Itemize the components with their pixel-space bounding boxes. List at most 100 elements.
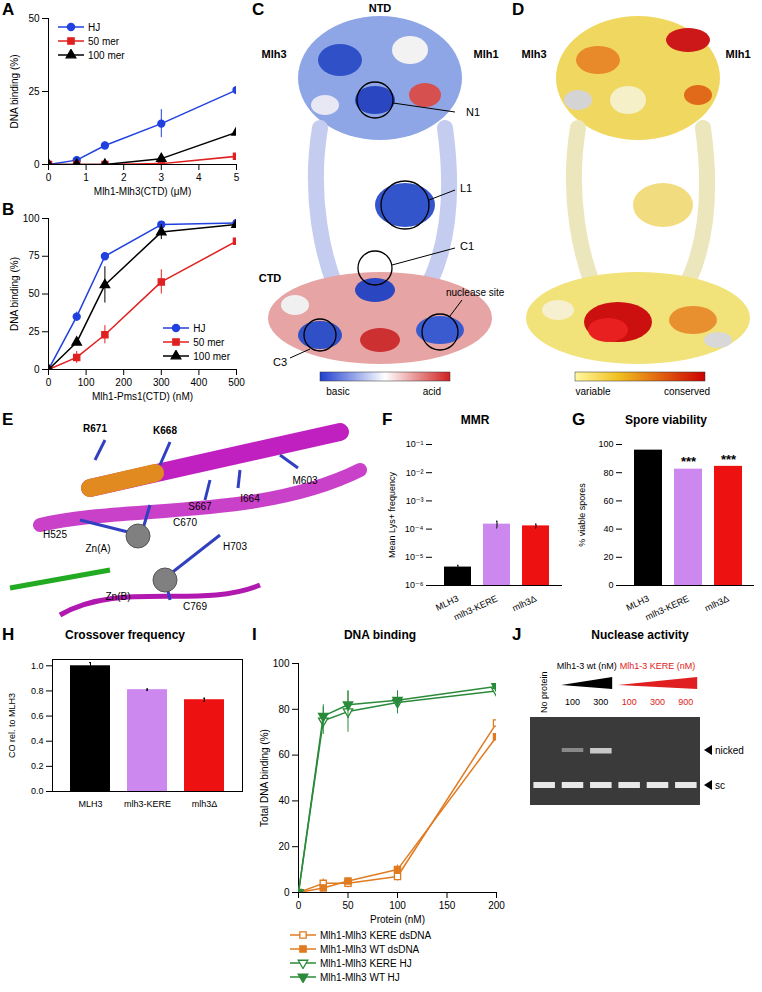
- svg-text:10⁻¹: 10⁻¹: [406, 439, 424, 449]
- svg-text:25: 25: [28, 86, 40, 97]
- svg-text:0.4: 0.4: [31, 736, 44, 746]
- svg-text:100: 100: [23, 213, 40, 224]
- svg-text:100: 100: [78, 377, 95, 388]
- svg-text:200: 200: [488, 900, 505, 911]
- svg-text:900: 900: [678, 697, 693, 707]
- svg-text:0: 0: [46, 172, 52, 183]
- svg-text:Zn(A): Zn(A): [86, 543, 111, 554]
- svg-text:20: 20: [603, 552, 613, 562]
- svg-text:4: 4: [196, 172, 202, 183]
- svg-text:Mlh3: Mlh3: [261, 48, 286, 60]
- svg-text:50: 50: [342, 900, 354, 911]
- svg-text:C3: C3: [273, 356, 287, 368]
- svg-text:80: 80: [278, 704, 290, 715]
- svg-text:100: 100: [389, 900, 406, 911]
- svg-text:100: 100: [565, 697, 580, 707]
- svg-text:DNA binding (%): DNA binding (%): [9, 257, 20, 331]
- svg-text:500: 500: [228, 377, 245, 388]
- svg-text:CTD: CTD: [259, 272, 282, 284]
- svg-text:mlh3Δ: mlh3Δ: [192, 799, 218, 809]
- svg-text:0.6: 0.6: [31, 711, 44, 721]
- svg-text:1: 1: [83, 172, 89, 183]
- svg-text:Mlh1-Pms1(CTD) (nM): Mlh1-Pms1(CTD) (nM): [92, 391, 193, 402]
- svg-text:M603: M603: [292, 475, 317, 486]
- svg-text:75: 75: [28, 250, 40, 261]
- svg-text:conserved: conserved: [664, 386, 710, 397]
- svg-text:mlh3-KERE: mlh3-KERE: [644, 593, 691, 622]
- svg-text:mlh3Δ: mlh3Δ: [511, 593, 538, 613]
- svg-text:mlh3-KERE: mlh3-KERE: [124, 799, 171, 809]
- svg-text:Mean Lys+ frequency: Mean Lys+ frequency: [387, 472, 397, 558]
- svg-text:I664: I664: [240, 493, 260, 504]
- svg-text:10⁻⁶: 10⁻⁶: [405, 580, 424, 590]
- svg-text:Protein (nM): Protein (nM): [370, 914, 425, 925]
- svg-text:50: 50: [28, 13, 40, 24]
- svg-text:Mlh3: Mlh3: [521, 48, 546, 60]
- svg-text:10⁻³: 10⁻³: [406, 496, 424, 506]
- svg-text:MLH3: MLH3: [78, 799, 102, 809]
- svg-text:0.0: 0.0: [31, 786, 44, 796]
- svg-text:Nuclease activity: Nuclease activity: [591, 628, 689, 642]
- svg-text:L1: L1: [460, 182, 472, 194]
- svg-text:MLH3: MLH3: [434, 593, 460, 612]
- svg-text:25: 25: [28, 326, 40, 337]
- svg-text:NTD: NTD: [369, 2, 392, 14]
- svg-text:0: 0: [46, 377, 52, 388]
- svg-text:0: 0: [284, 887, 290, 898]
- svg-text:0.8: 0.8: [31, 686, 44, 696]
- svg-text:nicked: nicked: [715, 745, 744, 756]
- svg-text:300: 300: [153, 377, 170, 388]
- svg-text:% viable spores: % viable spores: [577, 483, 587, 547]
- svg-text:0: 0: [296, 900, 302, 911]
- svg-text:40: 40: [278, 795, 290, 806]
- svg-text:MLH3: MLH3: [625, 593, 651, 612]
- svg-text:200: 200: [115, 377, 132, 388]
- svg-text:mlh3Δ: mlh3Δ: [703, 593, 730, 613]
- svg-text:C1: C1: [460, 240, 474, 252]
- svg-text:C670: C670: [173, 517, 197, 528]
- svg-text:300: 300: [593, 697, 608, 707]
- svg-text:100: 100: [622, 697, 637, 707]
- svg-text:R671: R671: [83, 423, 107, 434]
- svg-text:nuclease site: nuclease site: [446, 287, 505, 298]
- svg-text:400: 400: [191, 377, 208, 388]
- svg-text:sc: sc: [715, 780, 725, 791]
- svg-text:Mlh1-3 KERE (nM): Mlh1-3 KERE (nM): [620, 661, 696, 671]
- svg-text:Mlh1: Mlh1: [473, 48, 498, 60]
- svg-text:Mlh1: Mlh1: [725, 48, 750, 60]
- svg-text:Total DNA binding (%): Total DNA binding (%): [259, 729, 270, 827]
- svg-text:Mlh1-Mlh3(CTD) (μM): Mlh1-Mlh3(CTD) (μM): [94, 186, 191, 197]
- svg-text:50: 50: [28, 288, 40, 299]
- svg-text:C769: C769: [183, 601, 207, 612]
- svg-text:2: 2: [121, 172, 127, 183]
- svg-text:basic: basic: [326, 386, 349, 397]
- svg-text:300: 300: [650, 697, 665, 707]
- svg-text:***: ***: [721, 452, 737, 467]
- svg-text:H525: H525: [43, 529, 67, 540]
- svg-text:100: 100: [598, 439, 613, 449]
- svg-text:100: 100: [273, 658, 290, 669]
- svg-text:0: 0: [608, 580, 613, 590]
- svg-text:40: 40: [603, 524, 613, 534]
- svg-text:150: 150: [439, 900, 456, 911]
- svg-text:Mlh1-3 wt (nM): Mlh1-3 wt (nM): [557, 661, 617, 671]
- svg-text:80: 80: [603, 468, 613, 478]
- svg-text:1.0: 1.0: [31, 661, 44, 671]
- svg-text:10⁻⁵: 10⁻⁵: [405, 552, 424, 562]
- svg-text:acid: acid: [423, 386, 441, 397]
- svg-text:60: 60: [278, 749, 290, 760]
- svg-text:20: 20: [278, 841, 290, 852]
- svg-text:H703: H703: [223, 541, 247, 552]
- svg-text:S667: S667: [188, 501, 212, 512]
- svg-text:0: 0: [34, 159, 40, 170]
- svg-text:0.2: 0.2: [31, 761, 44, 771]
- svg-text:10⁻²: 10⁻²: [406, 468, 424, 478]
- svg-text:***: ***: [681, 454, 697, 469]
- svg-text:3: 3: [159, 172, 165, 183]
- svg-text:variable: variable: [575, 386, 610, 397]
- svg-text:5: 5: [234, 172, 240, 183]
- svg-text:60: 60: [603, 496, 613, 506]
- svg-text:Zn(B): Zn(B): [106, 591, 131, 602]
- svg-text:K668: K668: [153, 425, 177, 436]
- svg-text:N1: N1: [466, 106, 480, 118]
